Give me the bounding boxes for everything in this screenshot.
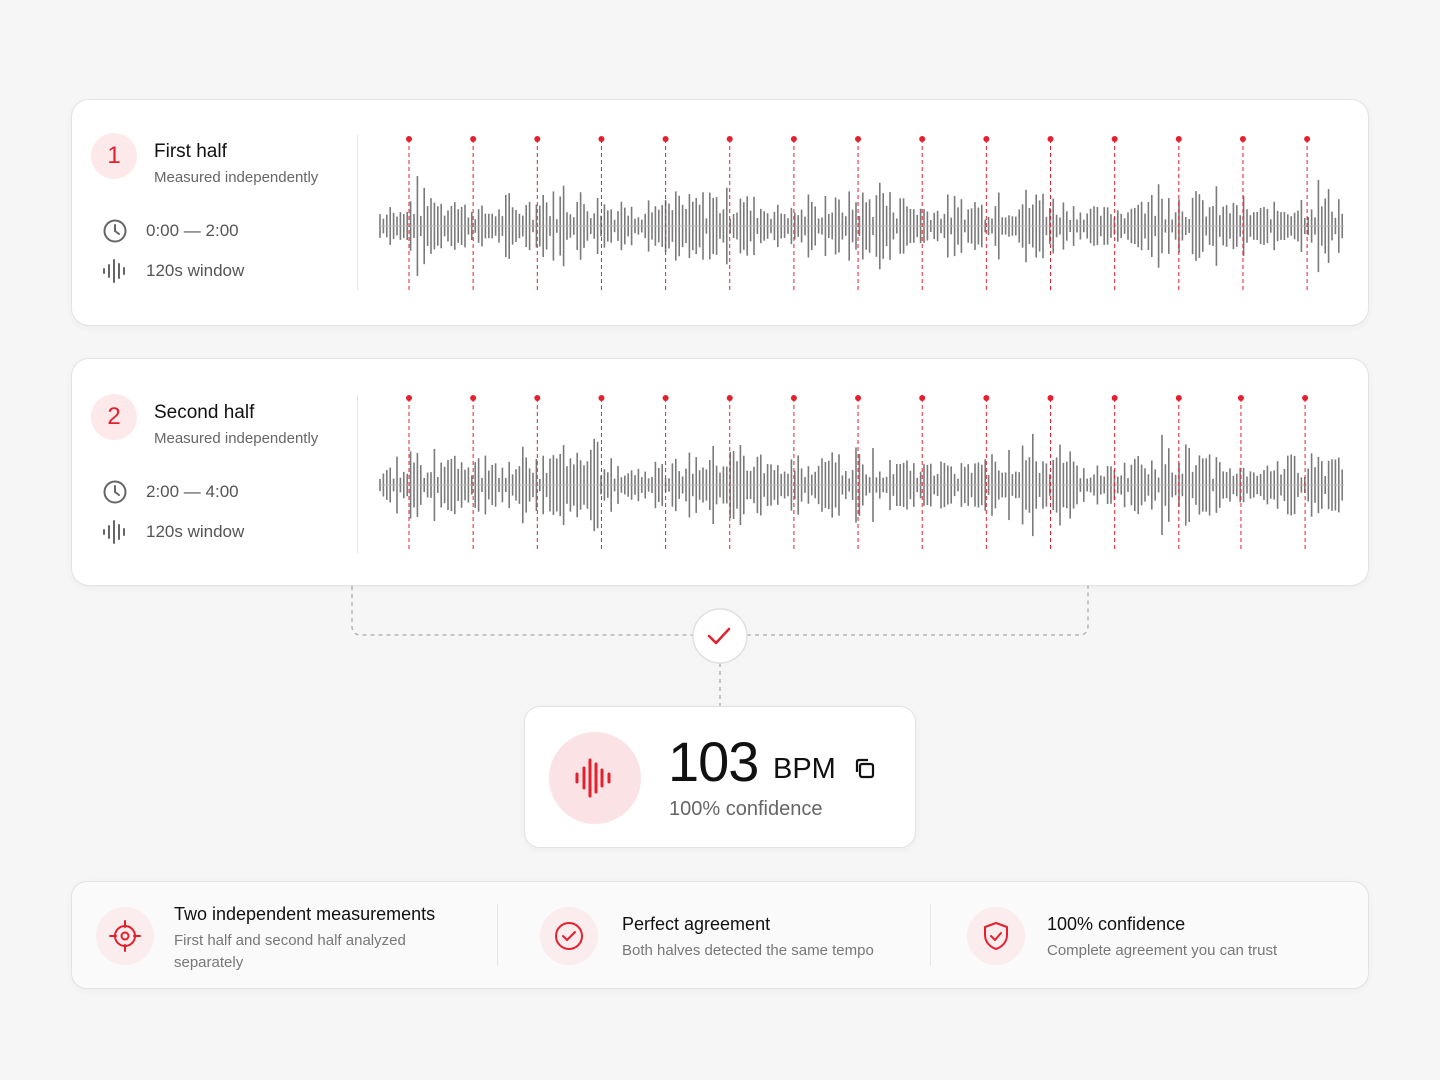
beat-dot bbox=[470, 136, 477, 142]
beat-dot bbox=[790, 136, 797, 142]
beat-dot bbox=[1047, 395, 1054, 401]
feature-title: Two independent measurements bbox=[174, 904, 436, 924]
feature-title: 100% confidence bbox=[1047, 914, 1186, 934]
time-range: 0:00 — 2:00 bbox=[146, 221, 239, 240]
waveform bbox=[379, 136, 1344, 290]
beat-dot bbox=[726, 395, 733, 401]
beat-dot bbox=[406, 395, 412, 401]
beat-dot bbox=[534, 395, 541, 401]
section-subtitle: Measured independently bbox=[154, 169, 319, 186]
section-number: 2 bbox=[91, 394, 137, 440]
window-size: 120s window bbox=[146, 261, 245, 280]
section-card: 1 First half Measured independently 0:00… bbox=[71, 99, 1369, 326]
beat-dot bbox=[855, 136, 862, 142]
beat-dot bbox=[662, 136, 669, 142]
beat-dot bbox=[470, 395, 477, 401]
waveform bbox=[379, 395, 1344, 549]
beat-dot bbox=[1047, 136, 1054, 142]
wave-icon bbox=[103, 520, 125, 544]
beat-dot bbox=[1175, 395, 1182, 401]
divider bbox=[497, 904, 498, 966]
section-card: 2 Second half Measured independently 2:0… bbox=[71, 358, 1369, 586]
result-card: 103 BPM 100% confidence bbox=[524, 706, 916, 848]
section-subtitle: Measured independently bbox=[154, 430, 319, 447]
divider bbox=[357, 135, 358, 290]
section-number: 1 bbox=[91, 133, 137, 179]
confidence: 100% confidence bbox=[669, 798, 823, 820]
beat-dot bbox=[919, 395, 926, 401]
beat-dot bbox=[1239, 136, 1246, 142]
features-bar: Two independent measurements First half … bbox=[71, 881, 1369, 989]
clock-icon bbox=[103, 480, 127, 504]
feature-icon bbox=[540, 907, 598, 965]
check-icon bbox=[707, 627, 731, 645]
beat-dot bbox=[534, 136, 541, 142]
beat-dot bbox=[790, 395, 797, 401]
beat-dot bbox=[1111, 136, 1118, 142]
feature-title: Perfect agreement bbox=[622, 914, 771, 934]
beat-dot bbox=[919, 136, 926, 142]
feature-icon bbox=[967, 907, 1025, 965]
connector-line bbox=[351, 586, 1089, 636]
section-title: First half bbox=[154, 141, 227, 162]
beat-dot bbox=[598, 395, 605, 401]
beat-dot bbox=[1111, 395, 1118, 401]
beat-dot bbox=[726, 136, 733, 142]
feature-icon bbox=[96, 907, 154, 965]
beat-dot bbox=[983, 395, 990, 401]
beat-dot bbox=[855, 395, 862, 401]
beat-dot bbox=[1302, 395, 1309, 401]
divider bbox=[357, 395, 358, 553]
copy-button[interactable] bbox=[852, 756, 878, 782]
beat-dot bbox=[983, 136, 990, 142]
divider bbox=[930, 904, 931, 966]
bpm-value: 103 bbox=[668, 730, 759, 793]
beat-dot bbox=[406, 136, 412, 142]
beat-dot bbox=[662, 395, 669, 401]
result-icon bbox=[549, 732, 641, 824]
feature-description: Both halves detected the same tempo bbox=[622, 942, 874, 959]
beat-dot bbox=[1304, 136, 1311, 142]
bpm-unit: BPM bbox=[773, 753, 836, 785]
section-title: Second half bbox=[154, 402, 255, 423]
time-range: 2:00 — 4:00 bbox=[146, 482, 239, 501]
beat-dot bbox=[1237, 395, 1244, 401]
feature-description: Complete agreement you can trust bbox=[1047, 942, 1278, 959]
window-size: 120s window bbox=[146, 522, 245, 541]
check-circle bbox=[692, 608, 748, 664]
wave-icon bbox=[103, 259, 125, 283]
beat-dot bbox=[598, 136, 605, 142]
clock-icon bbox=[103, 219, 127, 243]
beat-dot bbox=[1175, 136, 1182, 142]
feature-description: First half and second half analyzed sepa… bbox=[174, 932, 406, 971]
